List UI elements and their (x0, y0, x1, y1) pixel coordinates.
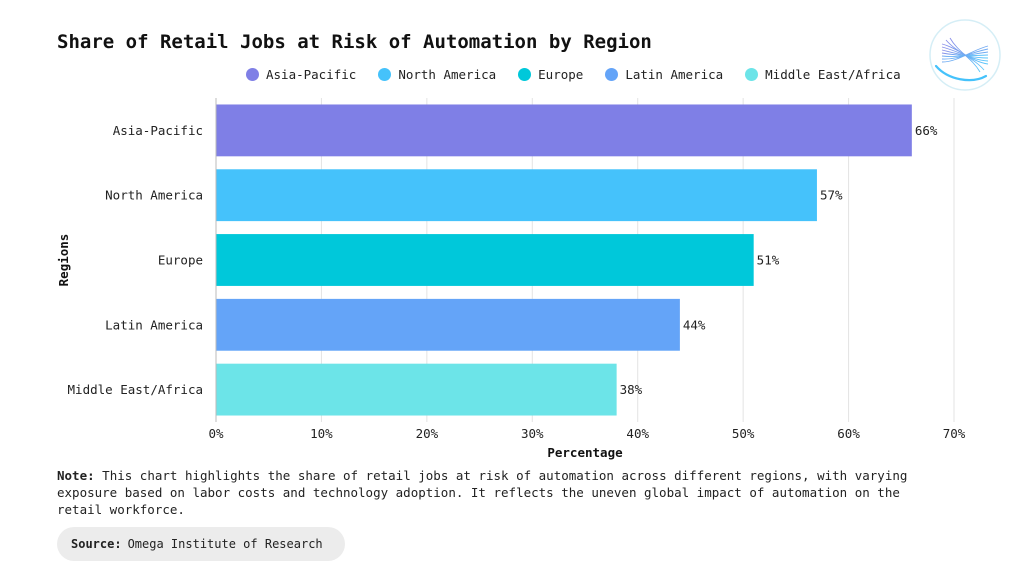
category-label: Latin America (105, 317, 203, 332)
bar (216, 104, 912, 157)
legend-label: Middle East/Africa (765, 67, 901, 82)
note-prefix: Note: (57, 468, 95, 483)
x-tick-label: 30% (521, 426, 544, 441)
data-label: 51% (757, 253, 780, 268)
bar (216, 298, 680, 351)
bar-chart: 66% Asia-Pacific 57% North America 51% Europe… (56, 98, 966, 460)
category-label: Europe (158, 253, 203, 268)
bar (216, 363, 617, 416)
logo-icon (929, 19, 1001, 91)
source-text: Omega Institute of Research (127, 537, 323, 551)
chart-legend: Asia-Pacific North America Europe Latin Ame… (246, 67, 901, 82)
data-label: 66% (915, 123, 938, 138)
legend-item: Latin America (605, 67, 723, 82)
x-axis-title: Percentage (547, 445, 623, 460)
legend-label: North America (398, 67, 497, 82)
legend-swatch (605, 68, 619, 81)
note-text: This chart highlights the share of retai… (57, 468, 908, 517)
category-label: Middle East/Africa (68, 382, 203, 397)
legend-item: Middle East/Africa (745, 67, 901, 82)
legend-label: Europe (538, 67, 584, 82)
x-tick-label: 60% (837, 426, 860, 441)
chart-title: Share of Retail Jobs at Risk of Automati… (57, 31, 652, 53)
data-label: 38% (620, 382, 643, 397)
bar (216, 234, 754, 286)
legend-label: Latin America (625, 67, 724, 82)
legend-item: Asia-Pacific (246, 67, 356, 82)
x-tick-label: 20% (416, 426, 439, 441)
source-badge: Source: Omega Institute of Research (57, 527, 345, 561)
x-tick-label: 10% (310, 426, 333, 441)
data-label: 57% (820, 188, 843, 203)
category-label: Asia-Pacific (113, 123, 203, 138)
x-tick-label: 0% (208, 426, 224, 441)
source-prefix: Source: (71, 537, 122, 551)
legend-item: Europe (518, 67, 583, 82)
legend-label: Asia-Pacific (266, 67, 357, 82)
x-tick-label: 70% (943, 426, 966, 441)
legend-item: North America (378, 67, 496, 82)
x-tick-label: 50% (732, 426, 755, 441)
x-tick-label: 40% (626, 426, 649, 441)
y-axis-title: Regions (56, 234, 71, 287)
legend-swatch (745, 68, 759, 81)
legend-swatch (246, 68, 259, 81)
data-label: 44% (683, 317, 706, 332)
chart-note: Note: This chart highlights the share of… (57, 467, 947, 518)
category-label: North America (105, 188, 203, 203)
legend-swatch (518, 68, 532, 81)
bar (216, 169, 817, 222)
legend-swatch (378, 68, 392, 81)
